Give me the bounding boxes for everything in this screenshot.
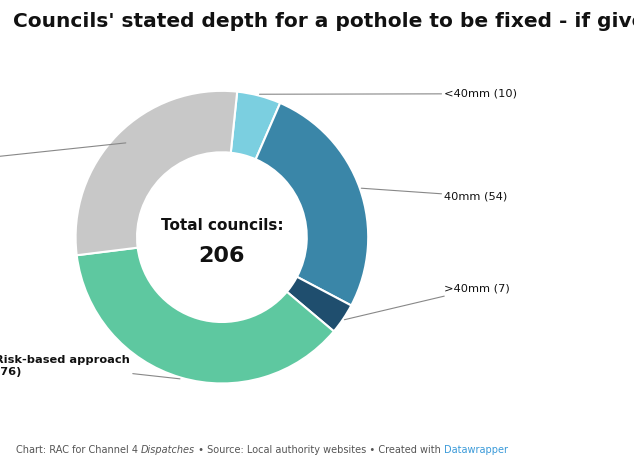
Wedge shape <box>75 91 237 255</box>
Text: • Source: Local authority websites • Created with: • Source: Local authority websites • Cre… <box>195 445 444 455</box>
Text: Risk-based approach
(76): Risk-based approach (76) <box>0 355 180 379</box>
Text: >40mm (7): >40mm (7) <box>344 283 510 320</box>
Text: Unknown / no details
provided (59): Unknown / no details provided (59) <box>0 143 126 175</box>
Text: Councils' stated depth for a pothole to be fixed - if given: Councils' stated depth for a pothole to … <box>13 12 634 31</box>
Text: 206: 206 <box>198 246 245 266</box>
Text: <40mm (10): <40mm (10) <box>259 89 517 99</box>
Wedge shape <box>256 103 368 306</box>
Text: Total councils:: Total councils: <box>160 218 283 233</box>
Text: 40mm (54): 40mm (54) <box>361 188 508 201</box>
Text: Dispatches: Dispatches <box>141 445 195 455</box>
Wedge shape <box>287 277 351 332</box>
Wedge shape <box>77 248 334 384</box>
Wedge shape <box>231 92 280 159</box>
Text: Chart: RAC for Channel 4: Chart: RAC for Channel 4 <box>16 445 141 455</box>
Text: Datawrapper: Datawrapper <box>444 445 508 455</box>
